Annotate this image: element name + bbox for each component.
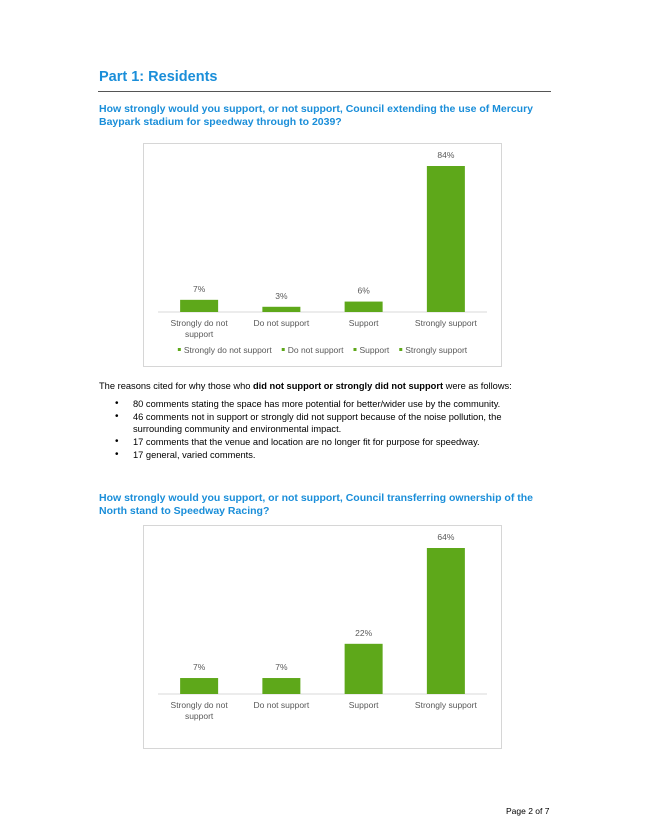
category-label: Strongly do not xyxy=(171,700,229,710)
legend-label: Do not support xyxy=(288,345,344,355)
chart-2: 7% Strongly do not support 7% Do not support… xyxy=(143,525,502,749)
data-label: 7% xyxy=(193,662,206,672)
category-label: support xyxy=(185,711,214,721)
legend-marker xyxy=(281,348,285,351)
chart-bar xyxy=(344,301,383,312)
reasons-intro-end: were as follows: xyxy=(443,381,512,391)
chart-legend: Strongly do not support Do not support Sup… xyxy=(177,345,468,355)
data-label: 22% xyxy=(355,628,372,638)
chart-1: 7% Strongly do not support 3% Do not support… xyxy=(143,143,502,367)
question-1: How strongly would you support, or not s… xyxy=(99,103,534,128)
data-label: 7% xyxy=(275,662,288,672)
data-label: 64% xyxy=(437,532,454,542)
reasons-list: 80 comments stating the space has more p… xyxy=(99,398,549,462)
chart-bar xyxy=(180,678,219,694)
category-label: Do not support xyxy=(253,700,309,710)
chart-bar xyxy=(262,306,301,312)
reasons-intro-start: The reasons cited for why those who xyxy=(99,381,253,391)
reasons-intro: The reasons cited for why those who did … xyxy=(99,380,549,392)
category-label: support xyxy=(185,329,214,339)
category-label: Support xyxy=(349,318,379,328)
category-label: Support xyxy=(349,700,379,710)
list-item: 17 comments that the venue and location … xyxy=(99,436,549,448)
data-label: 3% xyxy=(275,291,288,301)
data-label: 7% xyxy=(193,284,206,294)
category-label: Do not support xyxy=(253,318,309,328)
category-label: Strongly do not xyxy=(171,318,229,328)
legend-label: Strongly do not support xyxy=(184,345,273,355)
reasons-intro-bold: did not support or strongly did not supp… xyxy=(253,381,444,391)
list-item: 46 comments not in support or strongly d… xyxy=(99,411,549,435)
chart-bar xyxy=(262,678,301,694)
legend-label: Strongly support xyxy=(405,345,468,355)
legend-marker xyxy=(399,348,403,351)
data-label: 6% xyxy=(357,286,370,296)
chart-bar xyxy=(180,299,219,312)
page-number: Page 2 of 7 xyxy=(506,806,550,816)
legend-marker xyxy=(177,348,181,351)
legend-label: Support xyxy=(359,345,389,355)
category-label: Strongly support xyxy=(415,318,478,328)
chart-bar xyxy=(344,643,383,694)
data-label: 84% xyxy=(437,150,454,160)
part-title: Part 1: Residents xyxy=(99,69,218,85)
question-2: How strongly would you support, or not s… xyxy=(99,492,533,517)
list-item: 80 comments stating the space has more p… xyxy=(99,398,549,410)
title-divider xyxy=(98,91,551,92)
list-item: 17 general, varied comments. xyxy=(99,449,549,461)
chart-bar xyxy=(426,548,465,694)
legend-marker xyxy=(353,348,357,351)
chart-bar xyxy=(426,166,465,312)
category-label: Strongly support xyxy=(415,700,478,710)
